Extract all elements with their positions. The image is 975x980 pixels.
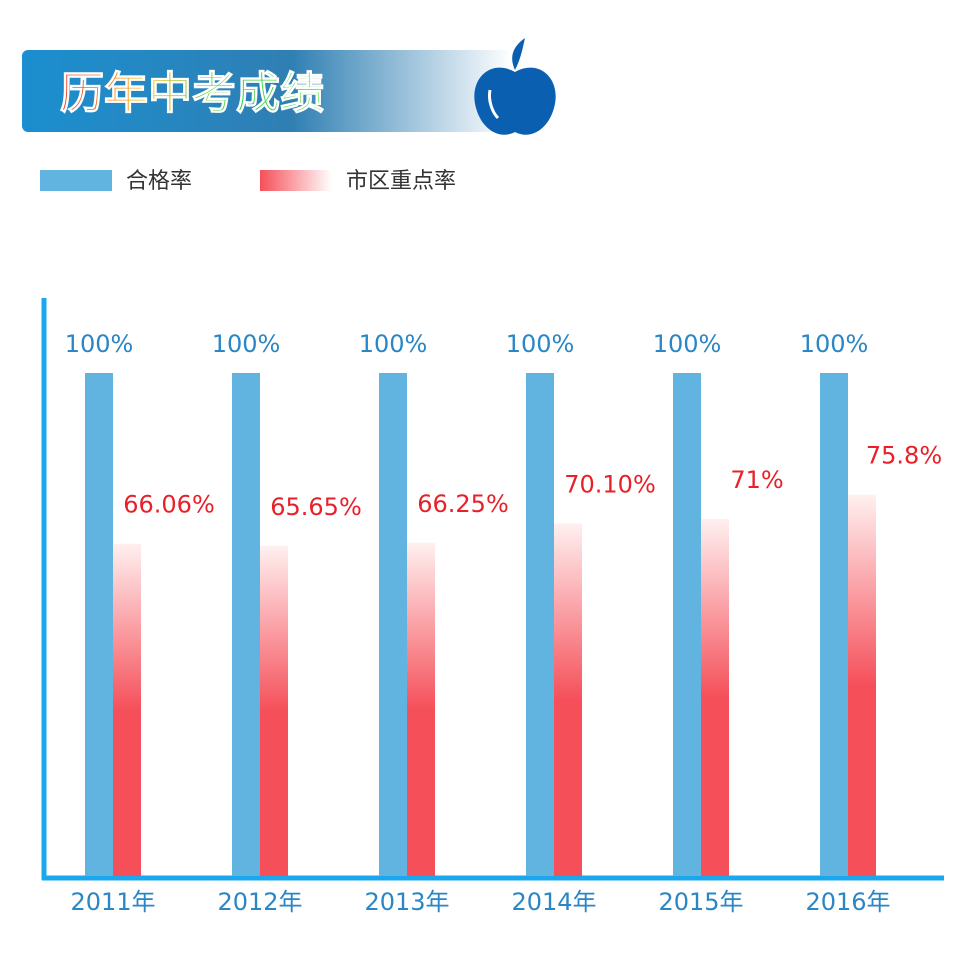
data-label: 66.06% — [123, 491, 215, 519]
data-label: 100% — [653, 330, 722, 358]
data-label: 100% — [359, 330, 428, 358]
bar — [379, 373, 407, 876]
data-label: 65.65% — [270, 493, 362, 521]
data-label: 70.10% — [564, 470, 656, 498]
title-banner — [22, 50, 512, 132]
legend-swatch — [40, 170, 112, 191]
data-label: 100% — [506, 330, 575, 358]
bar — [232, 373, 260, 876]
data-label: 66.25% — [417, 490, 509, 518]
data-label: 75.8% — [866, 442, 942, 470]
bar — [820, 373, 848, 876]
apple-icon — [474, 38, 556, 135]
bar — [673, 373, 701, 876]
bar — [260, 545, 288, 876]
bar — [407, 542, 435, 876]
bar — [526, 373, 554, 876]
x-tick-label: 2015年 — [658, 888, 743, 916]
bar — [701, 518, 729, 876]
bar — [554, 523, 582, 876]
x-tick-label: 2013年 — [364, 888, 449, 916]
data-label: 100% — [212, 330, 281, 358]
x-tick-label: 2014年 — [511, 888, 596, 916]
legend-swatch — [260, 170, 332, 191]
legend-label: 市区重点率 — [346, 169, 456, 194]
bar — [113, 543, 141, 876]
bar — [85, 373, 113, 876]
chart-title: 历年中考成绩 — [60, 68, 324, 119]
x-tick-label: 2016年 — [805, 888, 890, 916]
x-tick-label: 2011年 — [70, 888, 155, 916]
data-label: 100% — [800, 330, 869, 358]
data-label: 100% — [65, 330, 134, 358]
bar — [848, 494, 876, 876]
x-tick-label: 2012年 — [217, 888, 302, 916]
legend-label: 合格率 — [126, 169, 192, 194]
data-label: 71% — [730, 466, 783, 494]
